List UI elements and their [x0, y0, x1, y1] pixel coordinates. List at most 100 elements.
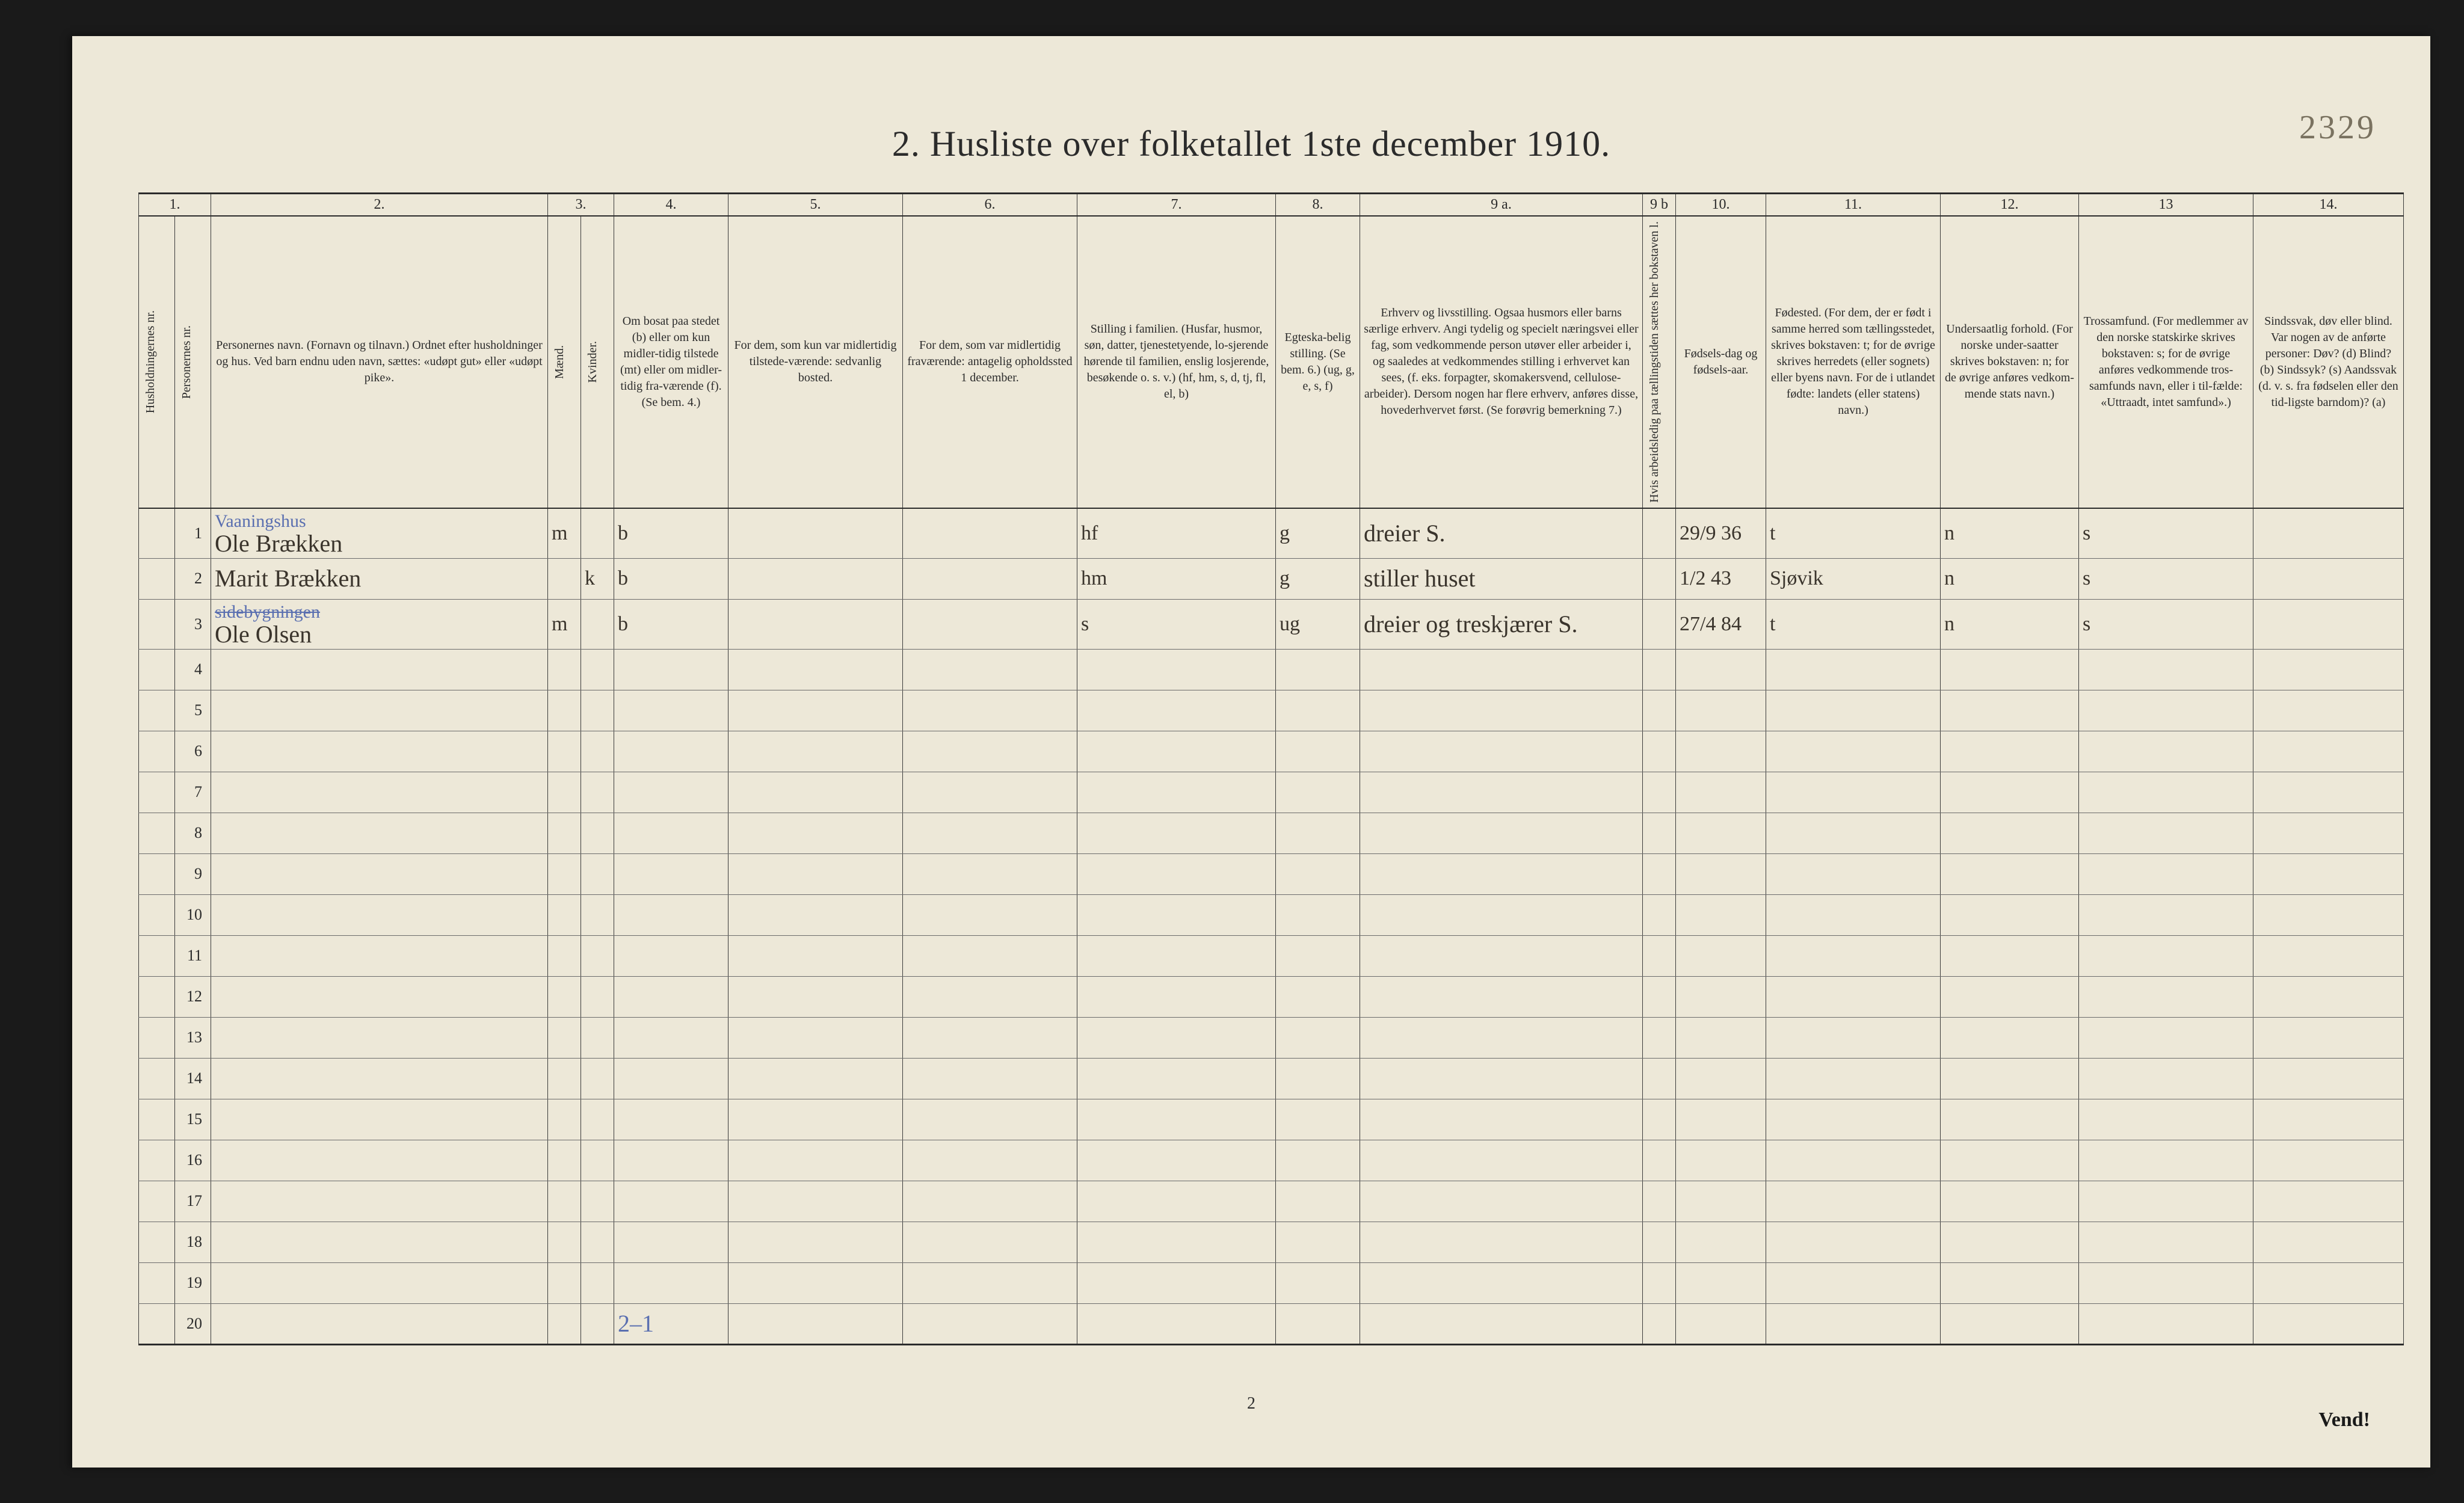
cell-unemployed — [1643, 1303, 1676, 1344]
cell-sex-k — [581, 599, 614, 649]
cell-name — [211, 1262, 548, 1303]
cell-birthdate — [1676, 731, 1766, 772]
person-name: Ole Olsen — [215, 621, 312, 648]
cell-person-no: 15 — [175, 1099, 211, 1140]
colnum-1: 1. — [139, 194, 211, 217]
cell-sex-m — [548, 976, 581, 1017]
cell-marital — [1276, 935, 1360, 976]
cell-unemployed — [1643, 1058, 1676, 1099]
cell-temp-absent — [903, 558, 1077, 599]
cell-marital — [1276, 853, 1360, 894]
cell-birthplace — [1766, 1058, 1941, 1099]
cell-temp-present — [728, 599, 903, 649]
cell-religion: s — [2079, 558, 2253, 599]
cell-family-pos — [1077, 1181, 1276, 1222]
cell-residence — [614, 690, 728, 731]
cell-temp-absent — [903, 935, 1077, 976]
cell-temp-present — [728, 1262, 903, 1303]
cell-unemployed — [1643, 731, 1676, 772]
cell-residence — [614, 1262, 728, 1303]
cell-disability — [2253, 1058, 2404, 1099]
cell-religion — [2079, 1140, 2253, 1181]
cell-sex-m: m — [548, 599, 581, 649]
hdr-residence: Om bosat paa stedet (b) eller om kun mid… — [614, 216, 728, 508]
colnum-5: 5. — [728, 194, 903, 217]
cell-temp-present — [728, 558, 903, 599]
cell-nationality: n — [1941, 558, 2079, 599]
cell-household-no — [139, 1140, 175, 1181]
hdr-person-no: Personernes nr. — [175, 216, 211, 508]
cell-residence — [614, 731, 728, 772]
cell-residence — [614, 1181, 728, 1222]
cell-sex-m — [548, 690, 581, 731]
cell-sex-k — [581, 976, 614, 1017]
cell-disability — [2253, 1140, 2404, 1181]
cell-birthplace — [1766, 1099, 1941, 1140]
cell-temp-absent — [903, 1058, 1077, 1099]
cell-name — [211, 894, 548, 935]
cell-disability — [2253, 894, 2404, 935]
cell-residence — [614, 1099, 728, 1140]
colnum-13: 13 — [2079, 194, 2253, 217]
cell-marital — [1276, 772, 1360, 813]
cell-birthdate — [1676, 1181, 1766, 1222]
cell-family-pos — [1077, 1099, 1276, 1140]
cell-occupation — [1360, 935, 1643, 976]
cell-temp-absent — [903, 813, 1077, 853]
cell-sex-m — [548, 894, 581, 935]
cell-name — [211, 813, 548, 853]
hdr-occupation: Erhverv og livsstilling. Ogsaa husmors e… — [1360, 216, 1643, 508]
cell-household-no — [139, 976, 175, 1017]
cell-household-no — [139, 853, 175, 894]
cell-temp-absent — [903, 976, 1077, 1017]
hdr-name: Personernes navn. (Fornavn og tilnavn.) … — [211, 216, 548, 508]
cell-nationality — [1941, 1058, 2079, 1099]
cell-religion: s — [2079, 599, 2253, 649]
cell-name — [211, 935, 548, 976]
cell-temp-absent — [903, 853, 1077, 894]
cell-name — [211, 1222, 548, 1262]
cell-disability — [2253, 772, 2404, 813]
cell-marital — [1276, 976, 1360, 1017]
cell-name — [211, 690, 548, 731]
cell-unemployed — [1643, 1140, 1676, 1181]
cell-sex-k — [581, 853, 614, 894]
cell-birthdate: 29/9 36 — [1676, 508, 1766, 559]
cell-occupation — [1360, 1017, 1643, 1058]
cell-unemployed — [1643, 894, 1676, 935]
cell-sex-m — [548, 935, 581, 976]
cell-sex-m — [548, 853, 581, 894]
cell-religion — [2079, 935, 2253, 976]
cell-sex-k — [581, 1058, 614, 1099]
cell-nationality — [1941, 1181, 2079, 1222]
cell-sex-k: k — [581, 558, 614, 599]
cell-marital — [1276, 1017, 1360, 1058]
cell-temp-absent — [903, 1099, 1077, 1140]
cell-marital — [1276, 1262, 1360, 1303]
cell-sex-k — [581, 508, 614, 559]
cell-nationality — [1941, 853, 2079, 894]
table-row: 7 — [139, 772, 2404, 813]
cell-person-no: 18 — [175, 1222, 211, 1262]
cell-disability — [2253, 813, 2404, 853]
cell-birthplace — [1766, 894, 1941, 935]
cell-nationality — [1941, 935, 2079, 976]
cell-marital: g — [1276, 558, 1360, 599]
cell-temp-present — [728, 1017, 903, 1058]
cell-family-pos — [1077, 1303, 1276, 1344]
hdr-disability: Sindssvak, døv eller blind. Var nogen av… — [2253, 216, 2404, 508]
cell-household-no — [139, 1181, 175, 1222]
cell-birthdate — [1676, 976, 1766, 1017]
cell-person-no: 12 — [175, 976, 211, 1017]
colnum-9b: 9 b — [1643, 194, 1676, 217]
cell-religion — [2079, 1262, 2253, 1303]
cell-household-no — [139, 813, 175, 853]
colnum-9a: 9 a. — [1360, 194, 1643, 217]
cell-marital — [1276, 1222, 1360, 1262]
cell-temp-absent — [903, 1262, 1077, 1303]
cell-family-pos — [1077, 813, 1276, 853]
table-row: 13 — [139, 1017, 2404, 1058]
cell-sex-m — [548, 1099, 581, 1140]
cell-person-no: 2 — [175, 558, 211, 599]
cell-temp-absent — [903, 894, 1077, 935]
